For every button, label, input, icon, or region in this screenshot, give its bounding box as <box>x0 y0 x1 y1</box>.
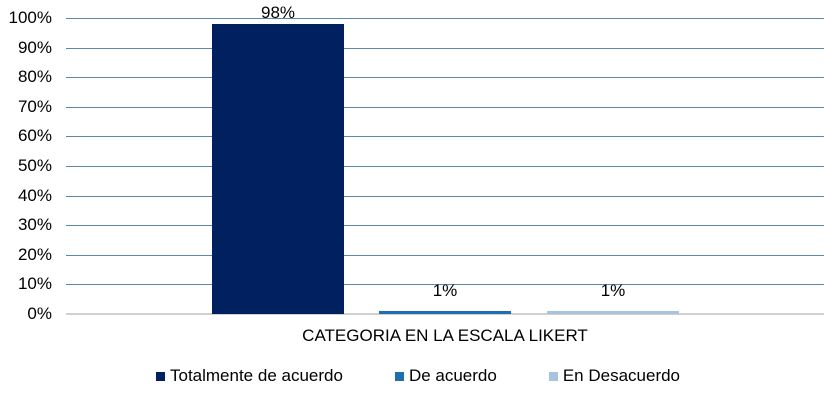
bar-totalmente-de-acuerdo <box>212 23 344 314</box>
legend: Totalmente de acuerdo De acuerdo En Desacu… <box>0 366 836 386</box>
legend-swatch-icon <box>548 371 558 381</box>
gridline <box>66 77 824 79</box>
gridline <box>66 18 824 19</box>
gridline <box>66 136 824 138</box>
y-tick-label: 20% <box>17 244 52 264</box>
data-label: 1% <box>600 281 626 301</box>
legend-item: De acuerdo <box>394 366 497 386</box>
bar-de-acuerdo <box>379 311 511 314</box>
legend-item: En Desacuerdo <box>548 366 681 386</box>
gridline <box>66 106 824 108</box>
gridline <box>66 225 824 227</box>
x-axis-label: CATEGORIA EN LA ESCALA LIKERT <box>302 326 588 345</box>
y-tick-label: 10% <box>17 274 52 294</box>
legend-swatch-icon <box>155 371 165 381</box>
legend-item: Totalmente de acuerdo <box>155 366 343 386</box>
bar-en-desacuerdo <box>547 311 679 314</box>
y-tick-label: 50% <box>17 156 52 175</box>
data-label: 98% <box>260 2 296 22</box>
y-tick-label: 100% <box>8 8 52 27</box>
data-label: 1% <box>432 281 458 301</box>
y-tick-label: 80% <box>17 67 52 87</box>
y-tick-label: 60% <box>17 126 52 146</box>
y-tick-label: 40% <box>17 185 52 205</box>
x-axis-line <box>66 313 824 315</box>
y-tick-label: 90% <box>17 37 52 57</box>
legend-label: Totalmente de acuerdo <box>169 366 343 385</box>
y-tick-label: 70% <box>17 96 52 116</box>
gridline <box>66 284 824 286</box>
legend-label: En Desacuerdo <box>562 366 681 385</box>
y-tick-label: 30% <box>17 215 52 235</box>
gridline <box>66 166 824 167</box>
gridline <box>66 254 824 256</box>
gridline <box>66 195 824 197</box>
y-tick-label: 0% <box>27 304 52 323</box>
legend-swatch-icon <box>394 371 404 381</box>
legend-label: De acuerdo <box>408 366 497 385</box>
gridline <box>66 47 824 49</box>
